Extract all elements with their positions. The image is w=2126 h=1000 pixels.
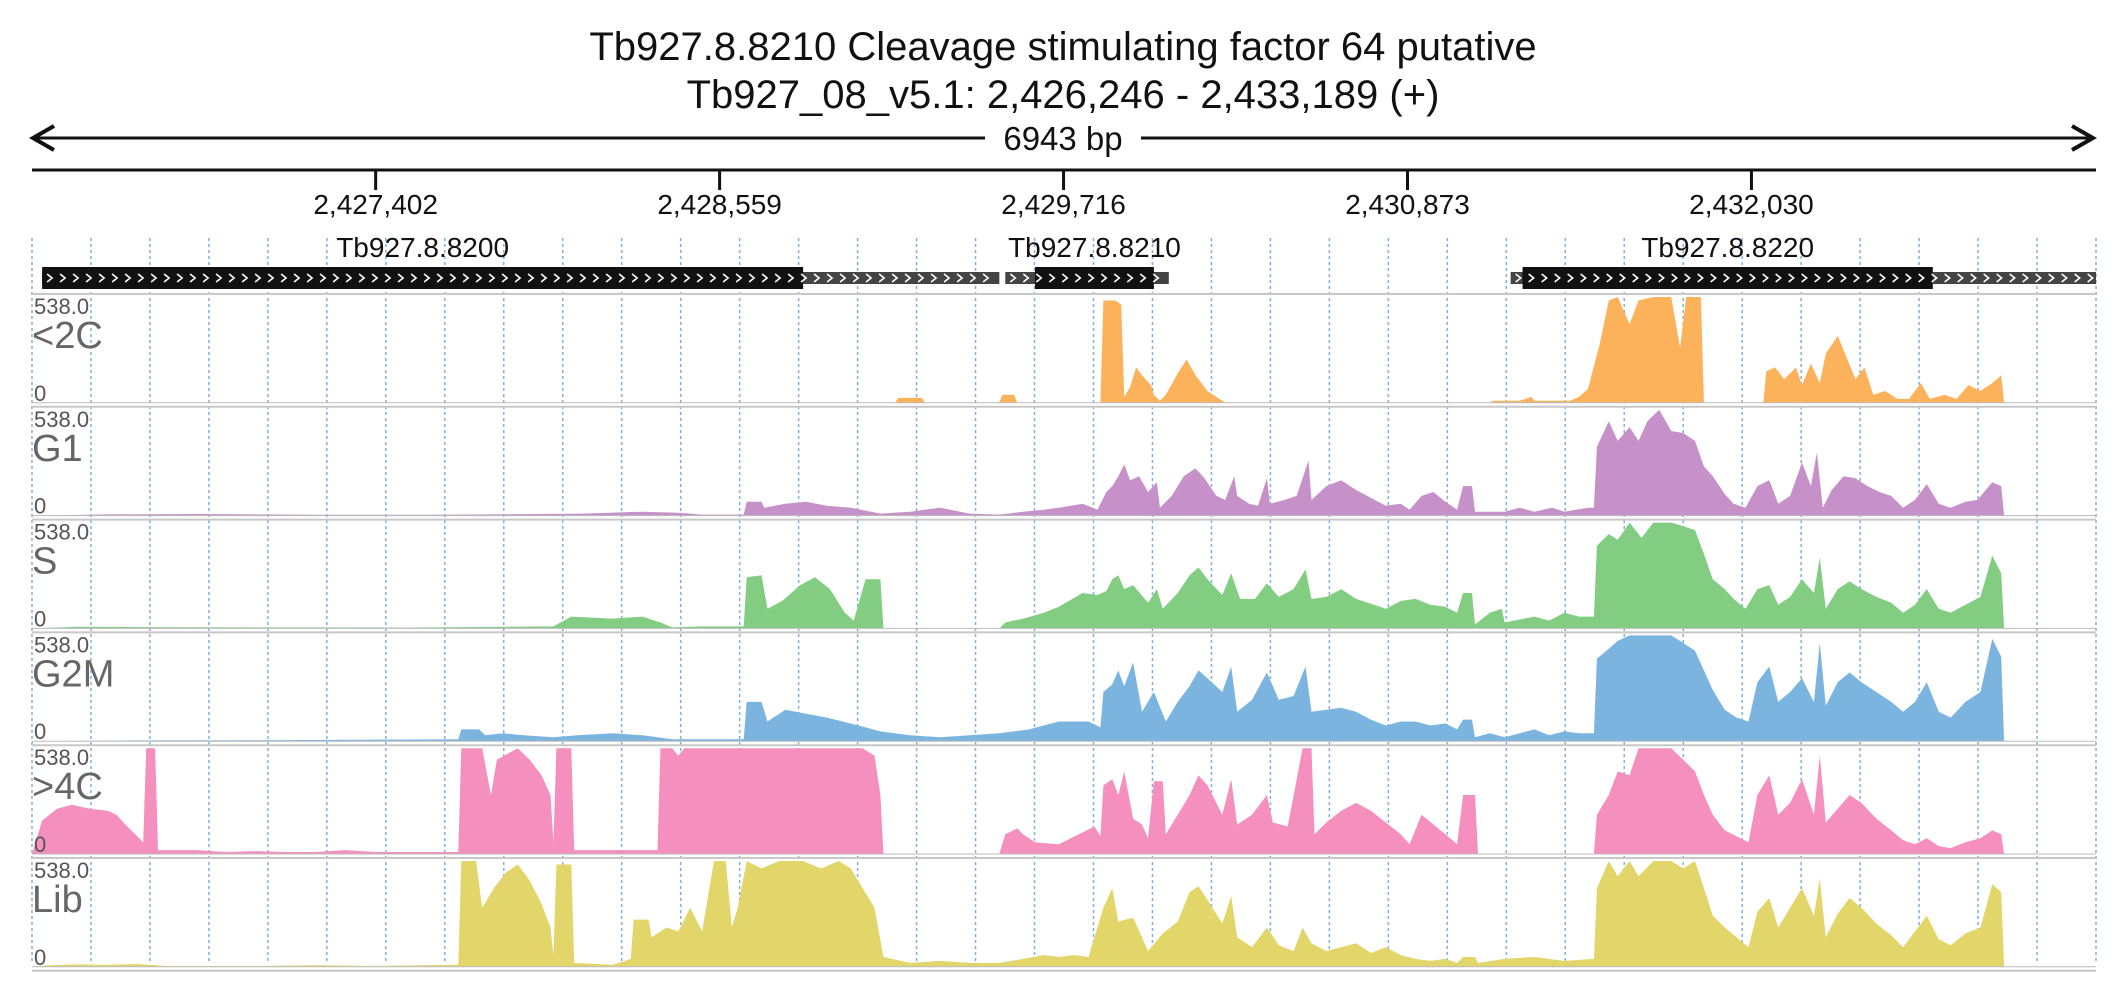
gene-strand-arrows xyxy=(1515,273,2094,283)
coverage-track: 538.0G1 0 xyxy=(32,405,2096,519)
gene-annotation-track: Tb927.8.8200 Tb927.8.8210 Tb927.8.8220 xyxy=(42,232,2096,289)
track-name: <2C xyxy=(32,315,103,357)
coverage-area xyxy=(32,409,2096,516)
coverage-tracks: 538.0<2C0538.0G10538.0S0538.0G2M0538.0>4… xyxy=(32,293,2096,972)
track-ymax-label: 538.0 xyxy=(34,745,89,770)
coverage-area xyxy=(32,522,2096,629)
ruler-tick-label: 2,432,030 xyxy=(1689,189,1814,220)
track-name: Lib xyxy=(32,879,83,921)
locus-coordinates: Tb927_08_v5.1: 2,426,246 - 2,433,189 (+) xyxy=(687,73,1440,117)
track-name: G1 xyxy=(32,428,83,470)
track-name: >4C xyxy=(32,766,103,808)
span-length-label: 6943 bp xyxy=(1003,120,1122,157)
coverage-track: 538.0>4C 0 xyxy=(32,744,2096,857)
gene-strand-arrows xyxy=(1009,273,1160,283)
ruler-tick-label: 2,430,873 xyxy=(1345,189,1470,220)
ruler-tick-label: 2,428,559 xyxy=(657,189,782,220)
track-name: G2M xyxy=(32,653,114,695)
ruler-ticks: 2,427,402 2,428,559 2,429,716 2,430,873 2,43… xyxy=(313,170,1814,220)
ruler-tick-label: 2,427,402 xyxy=(313,189,438,220)
gene-title: Tb927.8.8210 Cleavage stimulating factor… xyxy=(589,25,1536,69)
ruler-tick-label: 2,429,716 xyxy=(1001,189,1126,220)
track-ymin-label: 0 xyxy=(34,381,46,406)
track-ymin-label: 0 xyxy=(34,945,46,970)
track-ymax-label: 538.0 xyxy=(34,520,89,545)
gene-label: Tb927.8.8200 xyxy=(336,232,509,263)
gene-label: Tb927.8.8210 xyxy=(1008,232,1181,263)
coverage-area xyxy=(32,635,2096,742)
track-ymax-label: 538.0 xyxy=(34,858,89,883)
track-ymin-label: 0 xyxy=(34,494,46,519)
span-arrow-right-head xyxy=(2071,124,2098,152)
coverage-track: 538.0S 0 xyxy=(32,518,2096,631)
track-ymin-label: 0 xyxy=(34,832,46,857)
track-name: S xyxy=(32,541,57,583)
span-arrow-left-head xyxy=(28,124,55,152)
track-ymax-label: 538.0 xyxy=(34,294,89,319)
track-ymin-label: 0 xyxy=(34,719,46,744)
gene-strand-arrows xyxy=(46,273,990,283)
coverage-area xyxy=(32,297,2096,403)
track-ymax-label: 538.0 xyxy=(34,407,89,432)
coverage-area xyxy=(32,861,2096,967)
coverage-track: 538.0<2C 0 xyxy=(32,293,2096,406)
track-ymin-label: 0 xyxy=(34,606,46,631)
span-arrow: 6943 bp xyxy=(28,120,2098,157)
gene-cds xyxy=(42,267,804,289)
coverage-area xyxy=(32,748,2096,854)
gene-label: Tb927.8.8220 xyxy=(1641,232,1814,263)
track-ymax-label: 538.0 xyxy=(34,632,89,657)
